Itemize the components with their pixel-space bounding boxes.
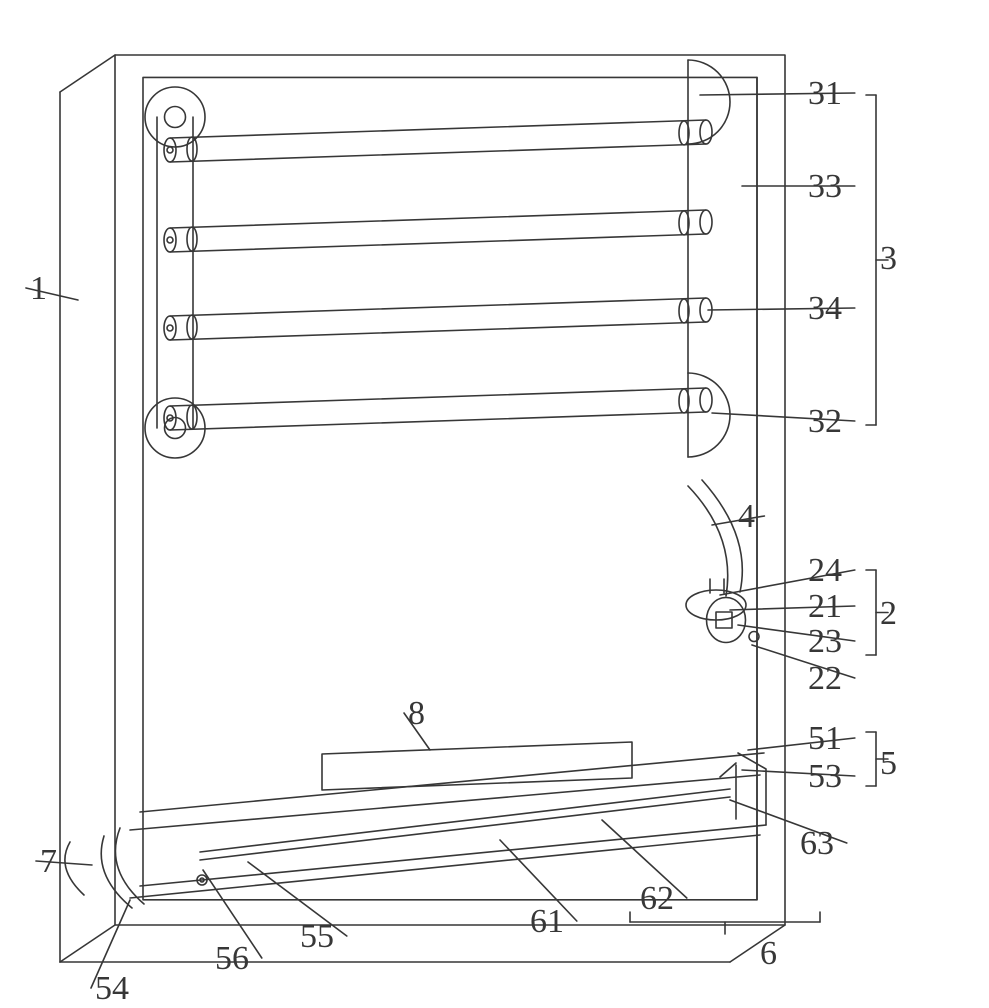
callout-label: 2 xyxy=(880,595,897,633)
callout-label: 53 xyxy=(808,758,842,796)
callout-label: 34 xyxy=(808,290,842,328)
callout-label: 54 xyxy=(95,970,129,1008)
callout-label: 5 xyxy=(880,745,897,783)
callout-label: 6 xyxy=(760,935,777,973)
callout-label: 7 xyxy=(40,843,57,881)
callout-label: 61 xyxy=(530,903,564,941)
callout-label: 3 xyxy=(880,240,897,278)
callout-label: 23 xyxy=(808,623,842,661)
callout-label: 31 xyxy=(808,75,842,113)
callout-label: 8 xyxy=(408,695,425,733)
callout-label: 51 xyxy=(808,720,842,758)
patent-figure xyxy=(0,0,989,1000)
callout-label: 4 xyxy=(738,498,755,536)
callout-label: 33 xyxy=(808,168,842,206)
callout-label: 21 xyxy=(808,588,842,626)
callout-label: 32 xyxy=(808,403,842,441)
callout-label: 63 xyxy=(800,825,834,863)
callout-label: 22 xyxy=(808,660,842,698)
callout-label: 55 xyxy=(300,918,334,956)
callout-label: 1 xyxy=(30,270,47,308)
callout-label: 24 xyxy=(808,552,842,590)
callout-label: 62 xyxy=(640,880,674,918)
callout-label: 56 xyxy=(215,940,249,978)
